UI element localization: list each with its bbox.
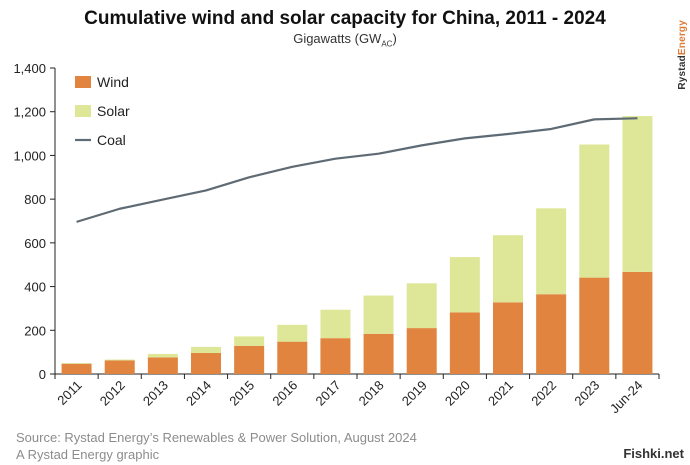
y-tick-label: 1,400 (13, 61, 46, 76)
x-tick-label: 2012 (97, 378, 128, 409)
bar-wind (234, 345, 265, 374)
bar-wind (277, 341, 308, 374)
x-tick-label: 2011 (54, 378, 84, 408)
x-tick-label: 2015 (226, 378, 257, 409)
y-tick-label: 400 (24, 280, 46, 295)
y-tick-label: 1,200 (13, 105, 46, 120)
x-tick-label: 2020 (442, 378, 473, 409)
x-tick-label: 2018 (356, 378, 387, 409)
source-line: Source: Rystad Energy’s Renewables & Pow… (16, 430, 417, 445)
bar-wind (104, 360, 135, 374)
bar-wind (579, 277, 610, 374)
legend-label: Coal (97, 132, 126, 148)
watermark: Fishki.net (623, 446, 684, 461)
credit-line: A Rystad Energy graphic (16, 447, 160, 462)
x-tick-label: 2014 (183, 378, 214, 409)
chart-title: Cumulative wind and solar capacity for C… (84, 8, 606, 29)
y-tick-label: 800 (24, 192, 46, 207)
brand-logo: RystadEnergy (677, 20, 688, 90)
legend-swatch (75, 105, 91, 117)
legend: Wind Solar Coal (75, 74, 130, 148)
legend-swatch (75, 76, 91, 88)
x-tick-label: 2022 (528, 378, 559, 409)
x-tick-label: 2013 (140, 378, 171, 409)
bar-solar (449, 257, 480, 313)
x-tick-label: 2019 (399, 378, 430, 409)
source-note: Source: Rystad Energy’s Renewables & Pow… (16, 429, 417, 463)
y-tick-label: 0 (39, 367, 46, 382)
bar-wind (61, 363, 92, 374)
bar-solar (277, 324, 308, 342)
x-tick-label: Jun-24 (607, 378, 646, 417)
y-tick-label: 200 (24, 323, 46, 338)
x-tick-label: 2016 (269, 378, 300, 409)
legend-label: Wind (97, 74, 129, 90)
bar-solar (536, 208, 567, 295)
bar-wind (363, 333, 394, 374)
bar-solar (320, 309, 351, 339)
x-tick-label: 2017 (312, 378, 343, 409)
bar-solar (104, 359, 135, 361)
bar-solar (622, 116, 653, 272)
bar-solar (191, 346, 221, 354)
y-tick-label: 1,000 (13, 148, 46, 163)
chart-subtitle: Gigawatts (GWAC) (293, 31, 397, 49)
bar-wind (536, 294, 567, 374)
series-line-coal (76, 117, 638, 223)
bar-solar (579, 144, 610, 278)
bar-wind (147, 357, 178, 374)
bar-wind (191, 353, 221, 374)
bar-solar (61, 363, 92, 364)
y-tick-label: 600 (24, 236, 46, 251)
x-tick-label: 2021 (485, 378, 516, 409)
bar-wind (493, 302, 523, 374)
bar-wind (622, 271, 653, 374)
bar-solar (147, 353, 178, 358)
bar-wind (320, 338, 351, 374)
bar-solar (406, 283, 437, 329)
bar-solar (363, 295, 394, 334)
x-tick-label: 2023 (571, 378, 602, 409)
bar-wind (449, 312, 480, 374)
bar-wind (406, 328, 437, 374)
bar-solar (493, 235, 523, 303)
bar-solar (234, 336, 265, 346)
legend-label: Solar (97, 103, 130, 119)
